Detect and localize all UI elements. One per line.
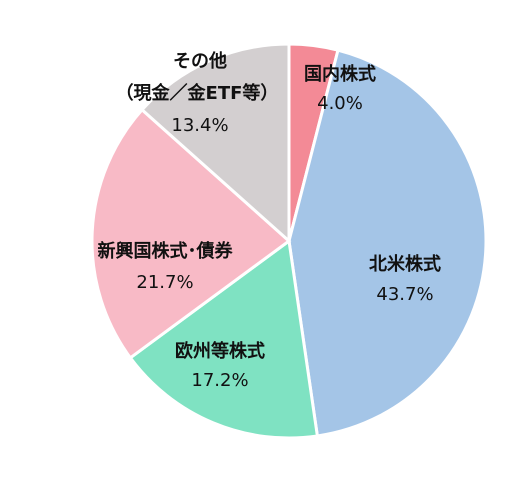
slice-label: 北米株式	[369, 253, 441, 275]
slice-label: （現金／金ETF等）	[116, 82, 279, 104]
slice-label: 新興国株式･債券	[98, 240, 234, 262]
slice-label: その他	[173, 50, 227, 72]
value-label: 17.2%	[191, 370, 248, 391]
value-label: 13.4%	[171, 115, 228, 136]
value-label: 4.0%	[317, 93, 363, 114]
pie-slice	[90, 107, 292, 360]
slice-label: 欧州等株式	[175, 340, 265, 362]
value-label: 21.7%	[136, 272, 193, 293]
pie-slice	[128, 238, 320, 440]
value-label: 43.7%	[376, 284, 433, 305]
slice-label: 国内株式	[304, 63, 376, 85]
pie-slice	[139, 42, 291, 245]
pie-slice	[287, 48, 488, 438]
